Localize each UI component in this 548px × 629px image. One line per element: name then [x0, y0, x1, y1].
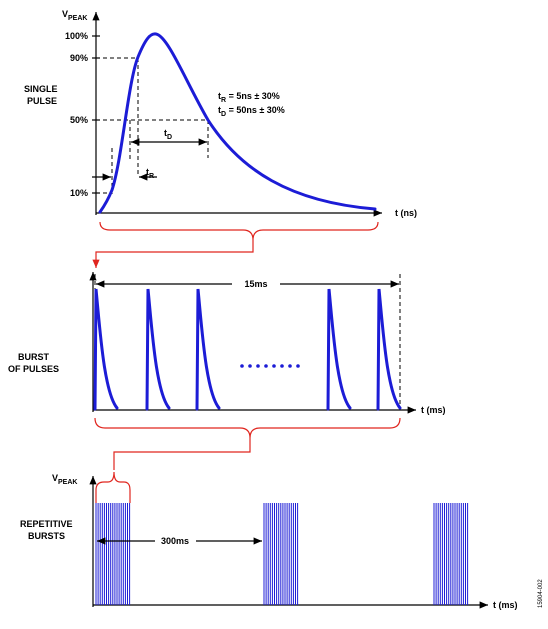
decay-spec: tD = 50ns ± 30%	[218, 105, 285, 118]
repetitive-panel: VPEAK REPETITIVE BURSTS t (ms)	[20, 473, 518, 610]
pulse-spike	[376, 288, 402, 411]
panel-label: BURSTS	[28, 531, 65, 541]
decay-marker: tD	[164, 128, 172, 141]
ellipsis-dot	[240, 364, 244, 368]
period-guide	[94, 274, 401, 410]
level-label: 50%	[70, 115, 88, 125]
x-axis-label: t (ms)	[421, 405, 446, 415]
x-axis-label: t (ms)	[493, 600, 518, 610]
figure-id: 15904-002	[538, 579, 544, 608]
panel-label: SINGLE	[24, 84, 58, 94]
brace	[94, 417, 401, 439]
rise-marker: tR	[146, 167, 154, 180]
level-label: 90%	[70, 53, 88, 63]
brace	[95, 471, 131, 491]
pulse-spike	[326, 288, 352, 411]
zoom-link	[113, 438, 251, 470]
pulse-waveform	[98, 32, 377, 214]
ellipsis-dot	[288, 364, 292, 368]
period-label: 15ms	[244, 279, 267, 289]
y-axis-label: VPEAK	[62, 9, 87, 22]
panel-label: OF PULSES	[8, 364, 59, 374]
pulse-spike	[93, 288, 119, 411]
level-guide	[96, 57, 208, 194]
brace-guide	[95, 490, 131, 503]
panel-label: REPETITIVE	[20, 519, 73, 529]
period-label: 300ms	[161, 536, 189, 546]
ellipsis-dot	[264, 364, 268, 368]
panel-label: PULSE	[27, 96, 57, 106]
label-background	[155, 534, 196, 548]
pulse-spike	[195, 288, 221, 411]
ellipsis-dot	[272, 364, 276, 368]
y-axis-label: VPEAK	[52, 473, 77, 486]
burst-panel: 15ms BURST OF PULSES t (ms)	[8, 272, 446, 415]
ellipsis-dot	[296, 364, 300, 368]
brace	[99, 221, 379, 241]
pulse-spike	[145, 288, 171, 411]
rise-spec: tR = 5ns ± 30%	[218, 91, 280, 104]
time-guide	[111, 58, 209, 196]
ellipsis-dot	[256, 364, 260, 368]
single-pulse-panel: VPEAK 100% 90% 50% 10% tD tR tR = 5ns ± …	[24, 9, 417, 218]
repetitive-annotations: 300ms	[97, 534, 262, 548]
level-label: 10%	[70, 188, 88, 198]
zoom-link	[92, 240, 254, 268]
x-axis-label: t (ns)	[395, 208, 417, 218]
ellipsis-dot	[280, 364, 284, 368]
ellipsis-dot	[248, 364, 252, 368]
panel-label: BURST	[18, 352, 50, 362]
level-label: 100%	[65, 31, 88, 41]
